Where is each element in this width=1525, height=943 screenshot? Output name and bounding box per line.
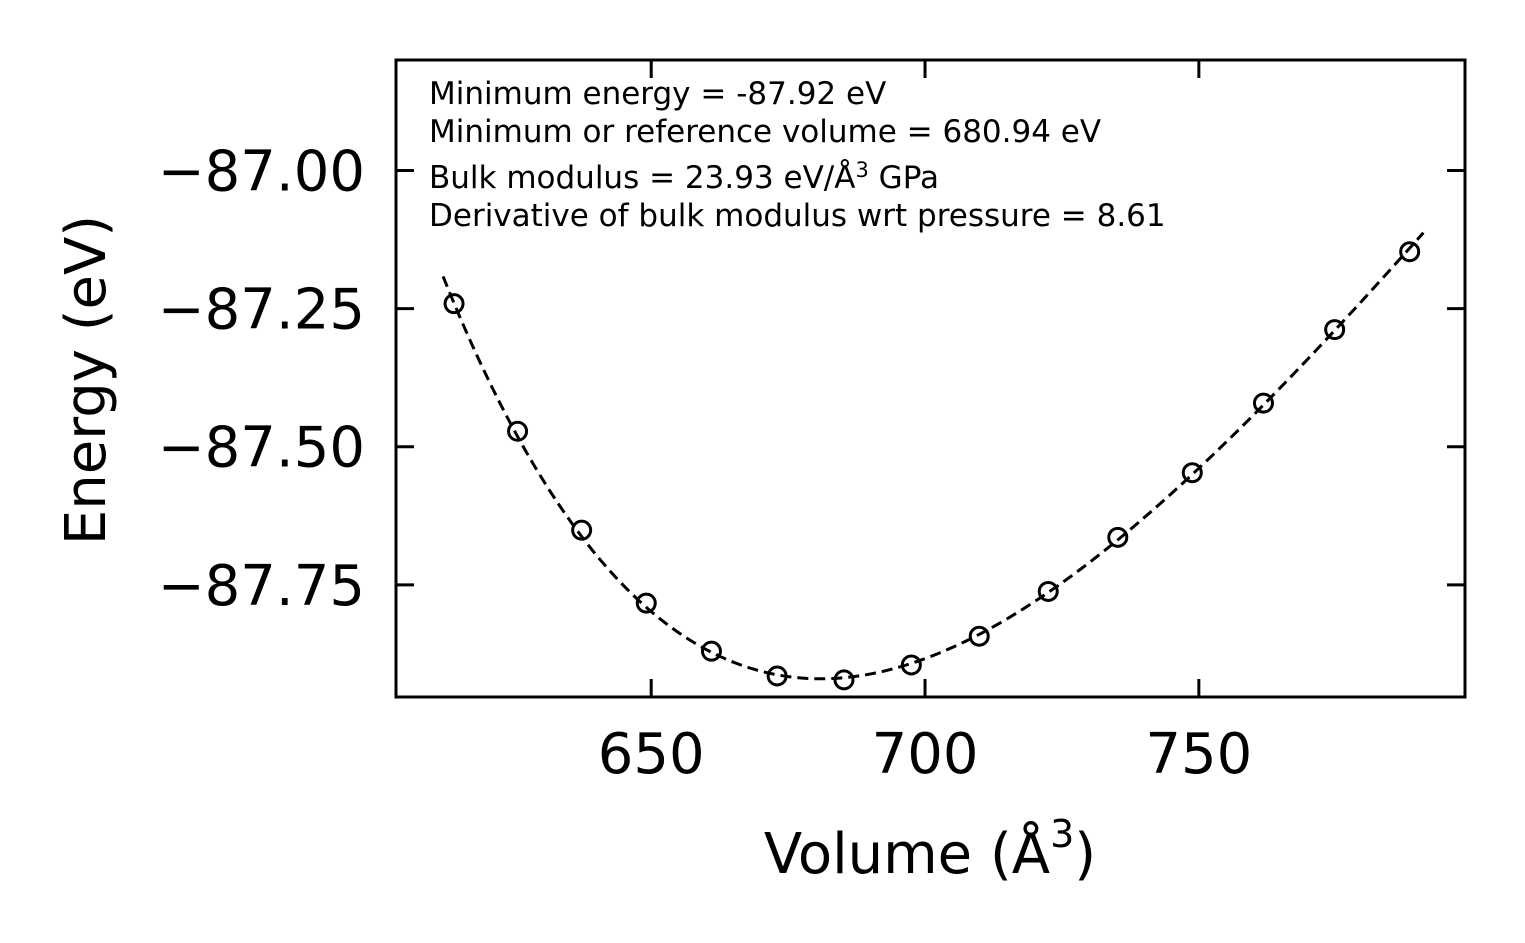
- data-point: [635, 592, 657, 614]
- ticks-layer: 650 700 750 −87.00 −87.25 −87.50 −87.75: [158, 60, 1465, 787]
- data-point: [833, 669, 855, 691]
- annotation-min-energy: Minimum energy = -87.92 eV: [429, 76, 886, 112]
- data-point: [1324, 319, 1346, 341]
- x-tick-label: 650: [598, 722, 705, 787]
- data-point: [968, 625, 990, 647]
- y-tick-label: −87.25: [158, 278, 365, 343]
- x-tick-label: 700: [872, 722, 979, 787]
- y-axis-label: Energy (eV): [54, 215, 119, 545]
- data-points-layer: [443, 241, 1421, 691]
- data-point: [1399, 241, 1421, 263]
- annotation-block: Minimum energy = -87.92 eV Minimum or re…: [429, 76, 1166, 234]
- y-tick-label: −87.75: [158, 554, 365, 619]
- data-point: [1181, 462, 1203, 484]
- data-point: [1252, 392, 1274, 414]
- data-point: [507, 420, 529, 442]
- annotation-min-volume: Minimum or reference volume = 680.94 eV: [429, 114, 1101, 150]
- fit-curve-layer: [441, 231, 1425, 681]
- annotation-derivative: Derivative of bulk modulus wrt pressure …: [429, 198, 1166, 234]
- data-point: [700, 640, 722, 662]
- annotation-bulk-modulus: Bulk modulus = 23.93 eV/Å3 GPa: [429, 158, 939, 196]
- x-tick-label: 750: [1145, 722, 1252, 787]
- data-point: [443, 293, 465, 315]
- data-point: [766, 665, 788, 687]
- data-point: [900, 654, 922, 676]
- fit-curve: [441, 231, 1425, 681]
- y-tick-label: −87.00: [158, 139, 365, 204]
- data-point: [1107, 526, 1129, 548]
- plot-frame: [394, 58, 1467, 699]
- data-point: [1037, 580, 1059, 602]
- data-point: [571, 519, 593, 541]
- x-axis-label: Volume (Å3): [764, 812, 1096, 887]
- y-tick-label: −87.50: [158, 416, 365, 481]
